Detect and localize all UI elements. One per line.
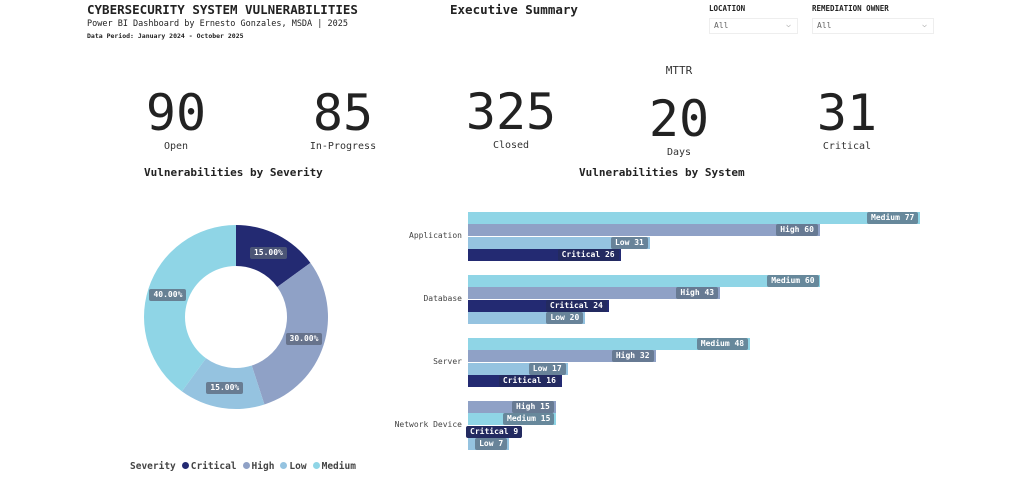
remediation-owner-filter-label: REMEDIATION OWNER xyxy=(812,4,889,13)
bar-server-high[interactable] xyxy=(468,350,656,363)
kpi-critical-value: 31 xyxy=(816,84,878,142)
kpi-mttr-heading: MTTR xyxy=(665,64,693,77)
bar-data-label: Low 17 xyxy=(528,362,566,375)
category-label: Application xyxy=(409,231,462,240)
dashboard-title: CYBERSECURITY SYSTEM VULNERABILITIES xyxy=(87,2,358,17)
legend-item-medium[interactable]: Medium xyxy=(307,461,356,472)
donut-label-high: 30.00% xyxy=(285,333,323,346)
legend-dot xyxy=(242,462,250,469)
location-value: All xyxy=(714,21,729,30)
kpi-closed-value: 325 xyxy=(465,83,557,141)
kpi-open-value: 90 xyxy=(145,84,207,142)
dashboard-subtitle: Power BI Dashboard by Ernesto Gonzales, … xyxy=(87,19,348,29)
bar-data-label: Critical 26 xyxy=(557,248,619,261)
bar-data-label: Medium 15 xyxy=(503,413,555,426)
system-chart-title: Vulnerabilities by System xyxy=(579,166,745,179)
bar-data-label: Critical 9 xyxy=(466,425,523,438)
bar-application-medium[interactable] xyxy=(468,212,920,224)
remediation-owner-value: All xyxy=(817,21,832,30)
remediation-owner-dropdown[interactable]: All ⌵ xyxy=(812,18,934,34)
severity-legend: Severity Critical High Low Medium xyxy=(130,461,356,473)
bar-database-high[interactable] xyxy=(468,287,721,300)
bar-data-label: High 60 xyxy=(776,224,818,237)
legend-item-low[interactable]: Low xyxy=(274,461,307,472)
kpi-open-label: Open xyxy=(163,141,189,152)
legend-title: Severity xyxy=(130,461,176,472)
legend-label: Low xyxy=(289,461,307,472)
kpi-inprogress-label: In-Progress xyxy=(309,141,377,152)
donut-slice-medium[interactable] xyxy=(144,225,236,392)
executive-summary-title: Executive Summary xyxy=(450,2,578,17)
bar-data-label: Low 20 xyxy=(546,311,584,324)
severity-chart-title: Vulnerabilities by Severity xyxy=(144,166,323,179)
bar-application-high[interactable] xyxy=(468,224,821,237)
donut-label-low: 15.00% xyxy=(206,381,244,394)
bar-data-label: Critical 16 xyxy=(498,374,560,387)
bar-data-label: Medium 77 xyxy=(867,212,919,224)
bar-data-label: High 43 xyxy=(676,287,719,300)
bar-application-low[interactable] xyxy=(468,236,650,249)
bar-data-label: Low 31 xyxy=(610,236,648,249)
legend-item-critical[interactable]: Critical xyxy=(176,461,237,472)
bar-data-label: Critical 24 xyxy=(545,299,607,312)
donut-label-critical: 15.00% xyxy=(249,247,287,260)
donut-label-medium: 40.00% xyxy=(149,288,187,301)
bar-data-label: High 32 xyxy=(611,350,654,363)
category-label: Network Device xyxy=(394,420,462,429)
chevron-down-icon: ⌵ xyxy=(786,20,791,29)
bar-data-label: Low 7 xyxy=(475,437,508,450)
data-period: Data Period: January 2024 - October 2025 xyxy=(87,32,244,40)
bar-data-label: Medium 48 xyxy=(696,338,749,350)
kpi-mttr-value: 20 xyxy=(648,90,710,148)
location-dropdown[interactable]: All ⌵ xyxy=(709,18,798,34)
kpi-critical-label: Critical xyxy=(822,141,872,152)
bar-server-medium[interactable] xyxy=(468,338,750,350)
legend-label: Critical xyxy=(190,461,237,472)
legend-dot xyxy=(181,462,189,469)
kpi-closed-label: Closed xyxy=(492,140,530,151)
legend-dot xyxy=(280,462,288,469)
legend-dot xyxy=(312,462,320,469)
kpi-inprogress-value: 85 xyxy=(312,84,374,142)
kpi-mttr-label: Days xyxy=(666,147,692,158)
bar-data-label: Medium 60 xyxy=(767,275,819,287)
bar-database-medium[interactable] xyxy=(468,275,821,287)
category-label: Database xyxy=(423,294,462,303)
legend-label: Medium xyxy=(321,461,356,472)
legend-item-high[interactable]: High xyxy=(237,461,275,472)
bar-data-label: High 15 xyxy=(512,401,554,413)
location-filter-label: LOCATION xyxy=(709,4,746,13)
chevron-down-icon: ⌵ xyxy=(922,20,927,29)
legend-label: High xyxy=(251,461,275,472)
category-label: Server xyxy=(433,357,462,366)
